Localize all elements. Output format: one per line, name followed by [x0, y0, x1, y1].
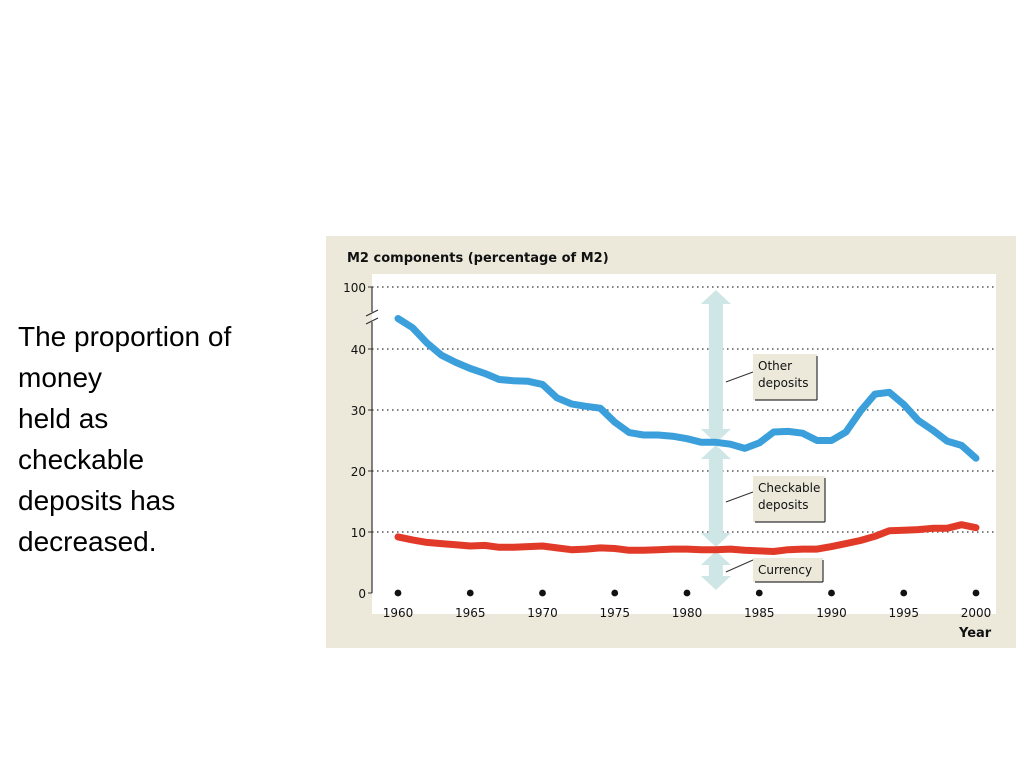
annotation-label: Other [758, 359, 792, 373]
x-tick-label: 1985 [744, 606, 775, 620]
x-tick-label: 1975 [599, 606, 630, 620]
x-tick-label: 1980 [672, 606, 703, 620]
annotation-label: Currency [758, 563, 812, 577]
slide-text-line: decreased. [18, 526, 157, 557]
y-tick-label: 40 [351, 343, 366, 357]
x-tick-dot [539, 589, 546, 597]
x-tick-label: 2000 [961, 606, 992, 620]
series-lines [394, 315, 980, 555]
x-tick-dot [466, 589, 474, 597]
plot-area-background [372, 274, 996, 614]
axes: 0 10 20 30 40 100 1960 1965 1970 1975 1980 1985 1990… [343, 281, 991, 620]
slide-body-text: The proportion of money held as checkabl… [18, 316, 308, 562]
series-line [394, 521, 980, 555]
x-tick-dot [828, 589, 835, 597]
component-labels: Other deposits Checkable deposits Currency [725, 354, 826, 583]
annotation-box [753, 476, 825, 522]
y-tick-label: 20 [351, 465, 366, 479]
annotation-label: Checkable [758, 481, 820, 495]
x-tick-label: 1990 [816, 606, 847, 620]
x-tick-dot [972, 589, 980, 597]
y-tick-label: 0 [358, 587, 366, 601]
arrow-shaft [708, 302, 723, 431]
slide-text-line: deposits has [18, 485, 176, 516]
arrow-head [700, 533, 731, 547]
annotation-label: deposits [758, 376, 809, 390]
y-tick-label: 30 [351, 404, 366, 418]
arrow-shaft [708, 457, 723, 535]
arrow-head [700, 551, 731, 565]
annotation-leader-line [725, 491, 754, 503]
slide-text-line: checkable [18, 444, 145, 475]
x-tick-label: 1960 [383, 606, 414, 620]
annotation-box [753, 558, 823, 582]
component-arrows [700, 290, 731, 590]
arrow-head [700, 576, 731, 590]
x-tick-dot [394, 589, 402, 597]
x-tick-label: 1995 [888, 606, 919, 620]
y-tick-label: 10 [351, 526, 366, 540]
arrow-head [700, 445, 731, 459]
slide-text-line: held as [18, 403, 109, 434]
m2-components-chart: M2 components (percentage of M2) 0 10 20 30… [343, 251, 996, 641]
arrow-head [700, 290, 731, 304]
x-tick-label: 1970 [527, 606, 558, 620]
x-tick-label: 1965 [455, 606, 486, 620]
annotation-label: deposits [758, 498, 809, 512]
y-tick-label: 100 [343, 281, 366, 295]
series-line [394, 315, 980, 462]
x-tick-dot [683, 589, 691, 597]
x-tick-dot [755, 589, 763, 597]
annotation-leader-line [725, 371, 754, 383]
x-axis-label: Year [958, 626, 992, 641]
axis-break-mark [365, 317, 379, 325]
slide-text-line: The proportion of [18, 321, 232, 352]
annotation-leader-line [725, 559, 754, 573]
chart-title: M2 components (percentage of M2) [347, 251, 609, 266]
slide-text-line: money [18, 362, 103, 393]
axis-break-mark [365, 309, 379, 317]
annotation-box [753, 354, 817, 400]
x-tick-dot [900, 589, 908, 597]
arrow-head [700, 429, 731, 443]
x-tick-dot [611, 589, 619, 597]
arrow-shaft [708, 563, 723, 578]
chart-panel: M2 components (percentage of M2) 0 10 20 30… [326, 236, 1016, 648]
